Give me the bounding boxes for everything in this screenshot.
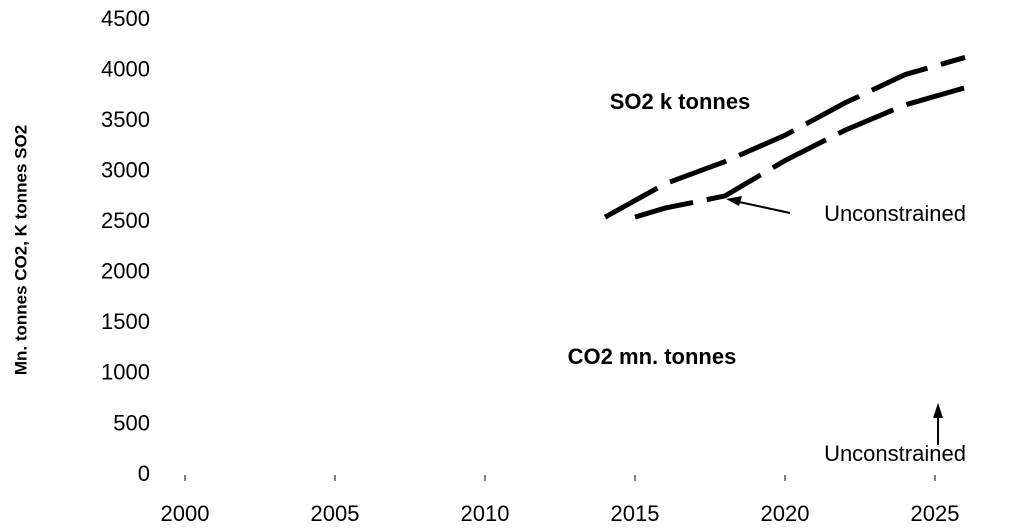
x-tick-label: 2020: [761, 501, 810, 526]
x-tick-label: 2010: [461, 501, 510, 526]
x-tick-label: 2000: [161, 501, 210, 526]
y-tick-label: 4500: [101, 6, 150, 31]
series-line: [634, 85, 966, 220]
x-tick-label: 2015: [611, 501, 660, 526]
y-tick-label: 2000: [101, 259, 150, 284]
y-tick-label: 4000: [101, 56, 150, 81]
y-tick-label: 1000: [101, 360, 150, 385]
x-tick-label: 2025: [911, 501, 960, 526]
series-line: [603, 55, 966, 220]
y-tick-label: 3000: [101, 157, 150, 182]
y-tick-label: 3500: [101, 107, 150, 132]
arrow-head: [726, 196, 742, 206]
annotation: CO2 mn. tonnes: [568, 344, 737, 369]
y-tick-label: 2500: [101, 208, 150, 233]
annotation: SO2 k tonnes: [610, 89, 751, 114]
annotation: Unconstrained: [824, 441, 966, 466]
annotation: Unconstrained: [824, 201, 966, 226]
y-tick-label: 1500: [101, 309, 150, 334]
y-tick-label: 0: [138, 461, 150, 486]
y-axis-label: Mn. tonnes CO2, K tonnes SO2: [11, 125, 30, 375]
arrow-head: [933, 403, 943, 418]
x-tick-label: 2005: [311, 501, 360, 526]
y-tick-label: 500: [113, 410, 150, 435]
